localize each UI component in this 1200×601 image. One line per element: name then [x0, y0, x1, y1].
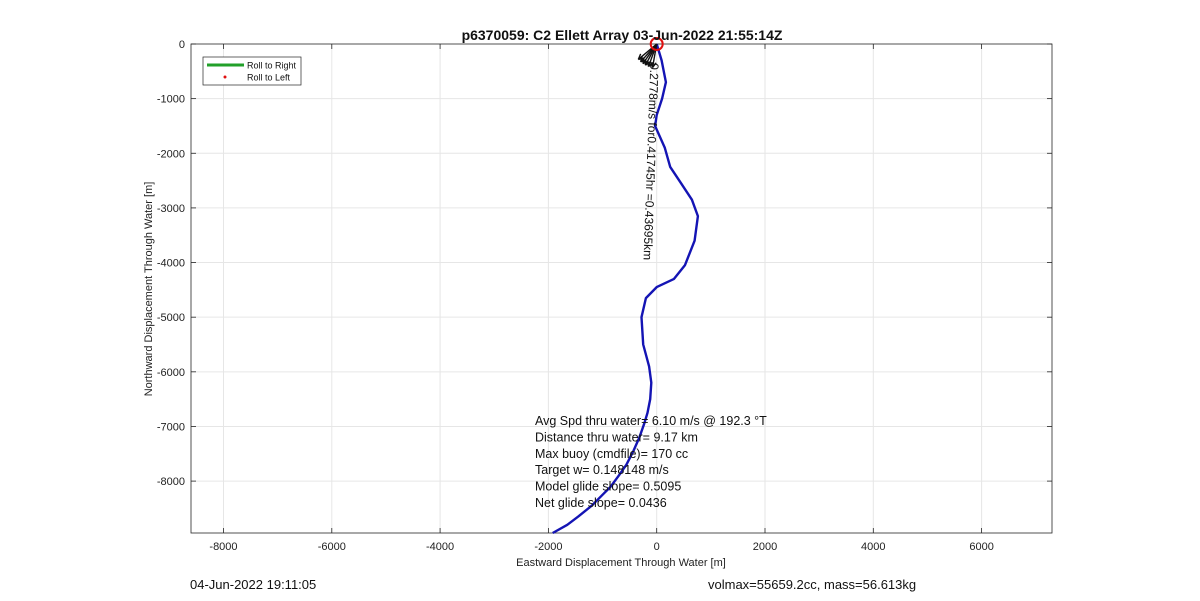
footer-timestamp: 04-Jun-2022 19:11:05	[190, 577, 317, 592]
gridlines	[191, 44, 1052, 533]
y-tick-label: -2000	[157, 148, 185, 160]
stats-annotations: Avg Spd thru water= 6.10 m/s @ 192.3 °T D…	[535, 414, 767, 510]
y-tick-label: -6000	[157, 367, 185, 379]
stats-annotation-line: Net glide slope= 0.0436	[535, 496, 667, 510]
y-tick-label: -8000	[157, 476, 185, 488]
x-tick-label: -8000	[209, 541, 237, 553]
x-tick-label: -6000	[318, 541, 346, 553]
y-tick-label: 0	[179, 39, 185, 51]
rotated-annotation: 0.2778m/s for0.41745hr =0.43695km	[641, 63, 662, 261]
y-tick-label: -7000	[157, 421, 185, 433]
x-tick-label: -2000	[534, 541, 562, 553]
current-arrow-head	[637, 53, 645, 61]
x-tick-label: 2000	[753, 541, 777, 553]
x-tick-label: 6000	[969, 541, 993, 553]
stats-annotation-line: Max buoy (cmdfile)= 170 cc	[535, 447, 688, 461]
current-arrow-head	[650, 61, 657, 69]
y-tick-label: -1000	[157, 94, 185, 106]
y-tick-label: -3000	[157, 203, 185, 215]
trajectory-line	[552, 43, 700, 535]
plot-frame	[190, 43, 1053, 534]
current-arrow	[637, 43, 658, 60]
current-arrow	[651, 43, 658, 68]
chart-title: p6370059: C2 Ellett Array 03-Jun-2022 21…	[462, 27, 783, 43]
y-tick-label: -4000	[157, 258, 185, 270]
x-tick-label: 0	[654, 541, 660, 553]
start-marker	[649, 37, 664, 51]
axis-ticks: -8000 -6000 -4000 -2000 0 2000 4000 6000 0 -1000 -…	[157, 39, 1052, 553]
stats-annotation-line: Distance thru water= 9.17 km	[535, 430, 698, 444]
x-axis-label: Eastward Displacement Through Water [m]	[516, 557, 726, 569]
legend-label-roll-left: Roll to Left	[247, 73, 291, 83]
y-tick-label: -5000	[157, 312, 185, 324]
trajectory-series	[552, 43, 700, 535]
stats-annotation-line: Target w= 0.148148 m/s	[535, 463, 669, 477]
legend-swatch-roll-left	[223, 75, 227, 79]
y-axis-label: Northward Displacement Through Water [m]	[143, 182, 155, 397]
footer-volmax-mass: volmax=55659.2cc, mass=56.613kg	[708, 577, 917, 592]
stats-annotation-line: Model glide slope= 0.5095	[535, 480, 681, 494]
start-circle	[649, 37, 664, 51]
x-tick-label: 4000	[861, 541, 885, 553]
current-arrows	[637, 43, 658, 69]
plot-area	[191, 44, 1052, 533]
legend-label-roll-right: Roll to Right	[247, 61, 297, 71]
stats-annotation-line: Avg Spd thru water= 6.10 m/s @ 192.3 °T	[535, 414, 767, 428]
legend: Roll to Right Roll to Left	[202, 56, 302, 86]
legend-box	[202, 56, 302, 86]
x-tick-label: -4000	[426, 541, 454, 553]
